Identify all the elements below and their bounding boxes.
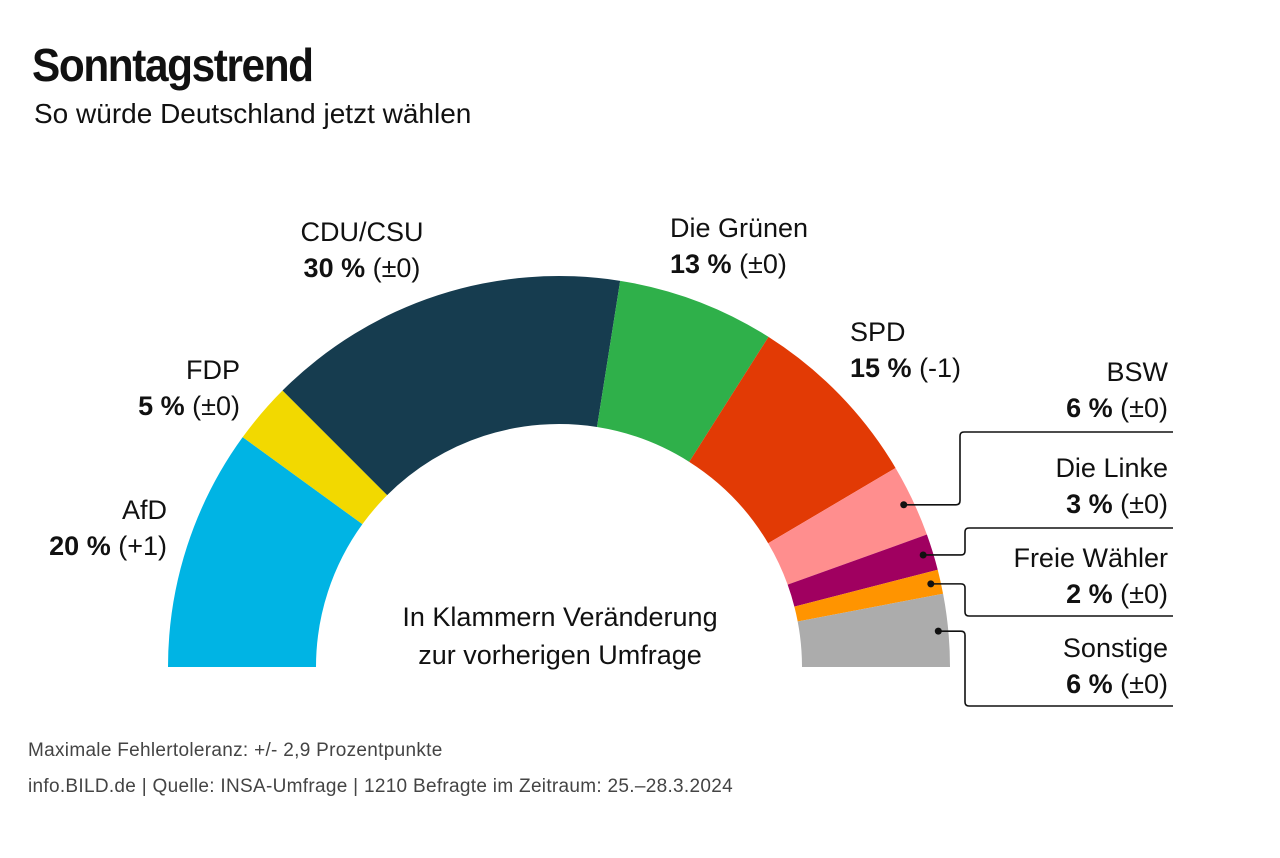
footer-error-tolerance: Maximale Fehlertoleranz: +/- 2,9 Prozent… [28,740,443,761]
leader-line [930,583,1173,617]
slice-freie-w-hler [794,569,944,622]
value-label: 6 % [1066,393,1113,423]
chart-title: Sonntagstrend [32,39,314,91]
change-label: (±0) [372,253,421,283]
label-spd: SPD 15 % (-1) [850,314,961,386]
value-label: 15 % [850,353,912,383]
slice-afd [168,437,363,667]
label-afd: AfD 20 % (+1) [49,492,167,564]
party-name: Sonstige [1062,633,1168,663]
note-line-1: In Klammern Veränderung [402,602,718,632]
slice-spd [689,336,896,544]
leader-line [903,431,1173,506]
party-name: BSW [1106,357,1168,387]
party-name: AfD [121,495,167,525]
label-sonstige: Sonstige 6 % (±0) [1063,630,1168,702]
change-label: (±0) [739,249,787,279]
value-label: 6 % [1066,669,1113,699]
slice-cdu-csu [282,276,621,496]
value-label: 3 % [1066,489,1113,519]
label-die-linke: Die Linke 3 % (±0) [1055,450,1168,522]
label-gruene: Die Grünen 13 % (±0) [670,210,808,282]
note-line-2: zur vorherigen Umfrage [418,640,702,670]
value-label: 20 % [49,531,111,561]
change-label: (±0) [1120,579,1168,609]
slice-sonstige [797,593,950,667]
party-name: Die Linke [1055,453,1168,483]
chart-subtitle: So würde Deutschland jetzt wählen [34,98,472,129]
party-name: CDU/CSU [300,217,424,247]
label-cdu-csu: CDU/CSU 30 % (±0) [262,214,462,286]
label-freie-waehler: Freie Wähler 2 % (±0) [1013,540,1168,612]
change-label: (+1) [118,531,167,561]
party-name: Die Grünen [670,213,809,243]
leader-line [938,630,1173,707]
change-label: (±0) [1120,393,1168,423]
label-fdp: FDP 5 % (±0) [138,352,240,424]
change-label: (±0) [192,391,240,421]
value-label: 2 % [1066,579,1113,609]
change-label: (±0) [1120,489,1168,519]
party-name: SPD [850,317,906,347]
change-label: (-1) [919,353,962,383]
value-label: 5 % [138,391,185,421]
change-label: (±0) [1120,669,1168,699]
party-name: FDP [186,355,240,385]
leader-line [923,527,1173,556]
value-label: 30 % [303,253,366,283]
slice-die-linke [787,534,938,607]
value-label: 13 % [670,249,732,279]
slice-die-gr-nen [597,280,769,462]
label-bsw: BSW 6 % (±0) [1066,354,1168,426]
footer-source: info.BILD.de | Quelle: INSA-Umfrage | 12… [28,776,733,797]
party-name: Freie Wähler [1013,543,1168,573]
slice-bsw [768,467,927,585]
slice-fdp [242,390,388,525]
change-note: In Klammern Veränderung zur vorherigen U… [330,598,790,674]
